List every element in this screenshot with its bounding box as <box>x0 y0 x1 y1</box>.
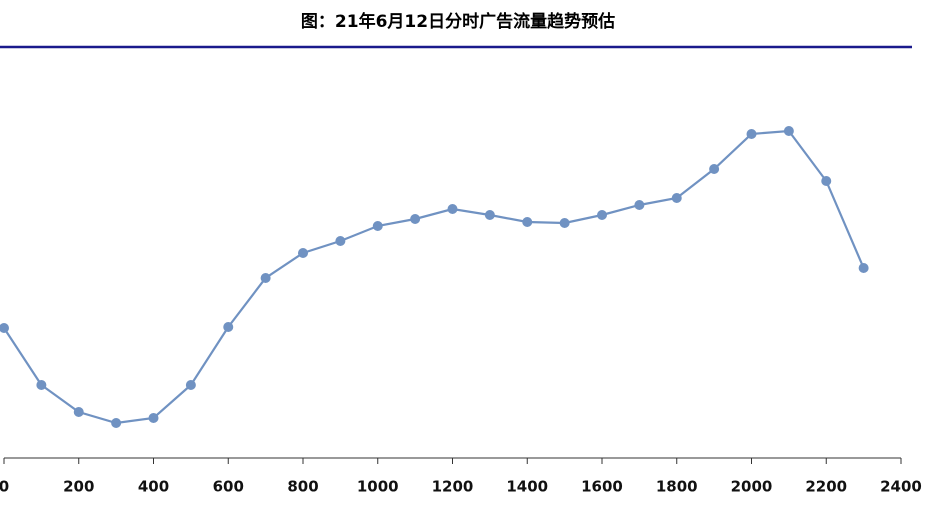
data-point <box>634 200 645 210</box>
chart-title: 图：21年6月12日分时广告流量趋势预估 <box>301 11 615 32</box>
data-point <box>783 126 794 136</box>
series-line <box>3 129 865 425</box>
x-tick-label: 200 <box>63 478 94 496</box>
x-tick-label: 1400 <box>506 478 548 496</box>
data-point <box>559 218 570 228</box>
x-tick-label: 1800 <box>656 478 698 496</box>
data-point <box>858 263 869 273</box>
data-point <box>597 210 607 220</box>
x-tick-label: 2400 <box>880 478 922 496</box>
data-point <box>223 322 234 332</box>
x-tick-label: 2200 <box>805 478 847 496</box>
x-tick-label: 1600 <box>581 478 623 496</box>
x-tick-label: 600 <box>213 478 244 496</box>
data-point <box>484 210 495 220</box>
x-tick-label: 400 <box>138 478 169 496</box>
data-point <box>0 323 9 333</box>
data-point <box>522 217 533 227</box>
data-point <box>148 413 159 423</box>
data-point <box>335 236 346 246</box>
data-point <box>185 380 196 390</box>
data-point <box>671 193 682 203</box>
x-tick-label: 1200 <box>432 478 474 496</box>
data-point <box>821 176 832 186</box>
data-point <box>709 164 720 174</box>
data-point <box>447 204 458 214</box>
x-tick-label: 1000 <box>357 478 399 496</box>
data-point <box>36 380 47 390</box>
data-point <box>410 214 421 224</box>
data-point <box>260 273 271 283</box>
x-tick-label: 0 <box>0 478 9 496</box>
data-point <box>298 248 308 258</box>
data-point <box>73 407 84 417</box>
x-tick-label: 2000 <box>731 478 773 496</box>
data-point <box>746 129 757 139</box>
data-point <box>111 418 122 428</box>
x-tick-label: 800 <box>287 478 318 496</box>
data-point <box>372 221 383 231</box>
